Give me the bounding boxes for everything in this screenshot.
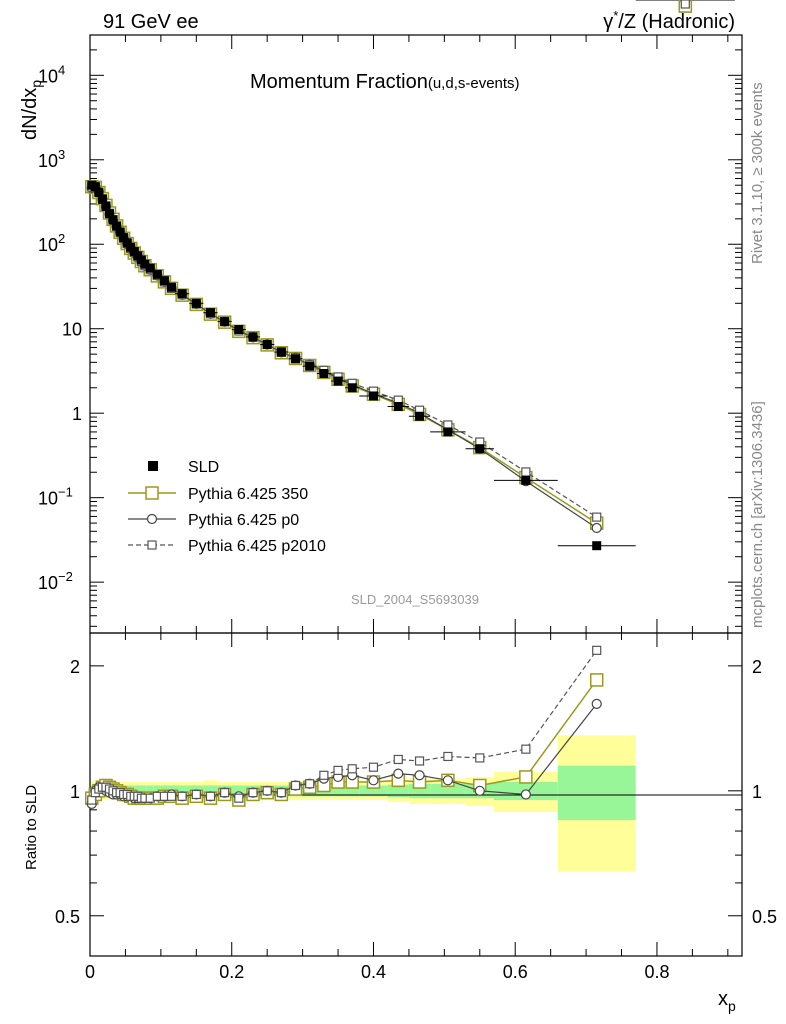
ratio-tick-label-right: 0.5	[752, 907, 777, 927]
y-axis-label-ratio: Ratio to SLD	[23, 785, 40, 870]
series-line-p2010	[91, 186, 598, 518]
uncertainty-bands	[90, 735, 636, 872]
uncertainty-band-inner	[175, 785, 190, 797]
main-series	[85, 0, 735, 551]
uncertainty-band-inner	[203, 785, 218, 797]
uncertainty-band-inner	[231, 785, 246, 797]
y-axis-label-main: dN/dxp	[19, 80, 44, 140]
uncertainty-band-inner	[153, 785, 161, 797]
mcplots-label: mcplots.cern.ch [arXiv:1306.3436]	[749, 401, 766, 628]
legend-label-sld: SLD	[188, 459, 219, 476]
legend-item-p350: Pythia 6.425 350	[128, 486, 308, 503]
ratio-point-p2010	[166, 791, 177, 801]
x-tick-label: 0.2	[219, 962, 244, 982]
ratio-point-p0	[591, 698, 602, 709]
ratio-tick-label: 2	[70, 657, 80, 677]
ratio-point-p2010	[319, 770, 329, 780]
ratio-point-p2010	[592, 645, 602, 655]
uncertainty-band-inner	[387, 784, 409, 798]
y-tick-label: 10−1	[38, 485, 73, 509]
y-tick-label: 104	[38, 62, 65, 86]
ratio-point-p350	[589, 673, 604, 687]
legend-item-p2010: Pythia 6.425 p2010	[128, 538, 326, 555]
ratio-point-p0	[474, 785, 485, 796]
ratio-tick-label-right: 2	[752, 657, 762, 677]
y-tick-label: 1	[72, 404, 82, 424]
point-p2010	[521, 467, 531, 477]
ratio-point-p2010	[414, 756, 425, 766]
rivet-version-label: Rivet 3.1.10, ≥ 300k events	[749, 82, 766, 264]
y-tick-label: 103	[38, 147, 65, 171]
ratio-point-p0	[393, 768, 404, 779]
y-tick-label: 10−2	[38, 569, 73, 593]
ratio-point-p2010	[290, 780, 301, 791]
ratio-line-p2010	[91, 649, 598, 801]
ratio-point-p0	[368, 775, 379, 786]
y-tick-label: 102	[38, 231, 65, 255]
legend-item-sld: SLD	[148, 459, 219, 476]
legend-marker-p2010	[147, 540, 157, 550]
legend-item-p0: Pythia 6.425 p0	[128, 512, 299, 529]
ratio-tick-label-right: 1	[752, 782, 762, 802]
ratio-series	[85, 0, 693, 810]
ratio-point-p2010	[443, 751, 453, 762]
uncertainty-band-inner	[136, 785, 140, 797]
legend-label-p350: Pythia 6.425 350	[188, 486, 308, 503]
header-right: γ*/Z (Hadronic)	[603, 8, 735, 33]
ratio-point-p2010	[220, 788, 230, 798]
point-p2010	[592, 512, 602, 522]
uncertainty-band-inner	[146, 785, 154, 797]
x-tick-label: 0	[85, 962, 95, 982]
ratio-point-p2010	[87, 795, 97, 805]
ratio-point-p2010	[234, 793, 244, 803]
uncertainty-band-inner	[557, 765, 636, 821]
ratio-point-p2010	[368, 762, 379, 772]
ratio-point-p2010	[276, 788, 286, 798]
ratio-point-p2010	[248, 788, 258, 798]
ratio-point-p0	[520, 789, 531, 800]
ratio-point-p2010	[205, 791, 216, 801]
analysis-watermark: SLD_2004_S5693039	[351, 592, 479, 607]
legend-label-p0: Pythia 6.425 p0	[188, 512, 299, 529]
ratio-tick-label: 1	[70, 782, 80, 802]
header-left: 91 GeV ee	[103, 11, 199, 33]
legend-marker-sld	[148, 461, 158, 471]
legend-marker-p0	[146, 513, 158, 525]
uncertainty-band-inner	[139, 785, 144, 797]
ratio-point-p2010	[393, 754, 403, 765]
x-tick-label: 0.6	[503, 962, 528, 982]
ratio-point-p2010	[475, 753, 485, 763]
ratio-point-p2010	[333, 765, 343, 775]
ratio-point-p2010	[191, 789, 201, 800]
x-tick-label: 0.8	[644, 962, 669, 982]
ratio-tick-label: 0.5	[55, 907, 80, 927]
ratio-point-p350	[519, 770, 533, 784]
chart-title: Momentum Fraction(u,d,s-events)	[250, 71, 520, 93]
ratio-point-p2010	[680, 0, 690, 9]
ratio-point-p2010	[521, 744, 531, 754]
ratio-point-p0	[414, 770, 425, 781]
ratio-point-p2010	[305, 779, 315, 789]
legend-marker-p350	[145, 486, 159, 500]
ratio-point-p2010	[177, 791, 187, 801]
legend-label-p2010: Pythia 6.425 p2010	[188, 538, 326, 555]
tick-labels: 0 0.2 0.4 0.6 0.8 10−2 10−1 1 10 102 103 104 0.5 0.5 1…	[38, 62, 777, 982]
legend: SLD Pythia 6.425 350 Pythia 6.425 p0 Pyt…	[128, 459, 326, 555]
ratio-point-p0	[442, 775, 453, 786]
axis-ticks	[89, 34, 742, 956]
y-tick-label: 10	[62, 320, 82, 340]
point-p0	[591, 522, 602, 534]
uncertainty-band-inner	[345, 785, 360, 797]
ratio-point-p2010	[262, 786, 272, 796]
uncertainty-band-inner	[359, 785, 388, 797]
uncertainty-band-inner	[143, 785, 147, 797]
uncertainty-band-inner	[330, 785, 346, 797]
x-axis-label: xp	[718, 988, 736, 1014]
ratio-point-p2010	[347, 764, 357, 774]
x-tick-label: 0.4	[361, 962, 386, 982]
